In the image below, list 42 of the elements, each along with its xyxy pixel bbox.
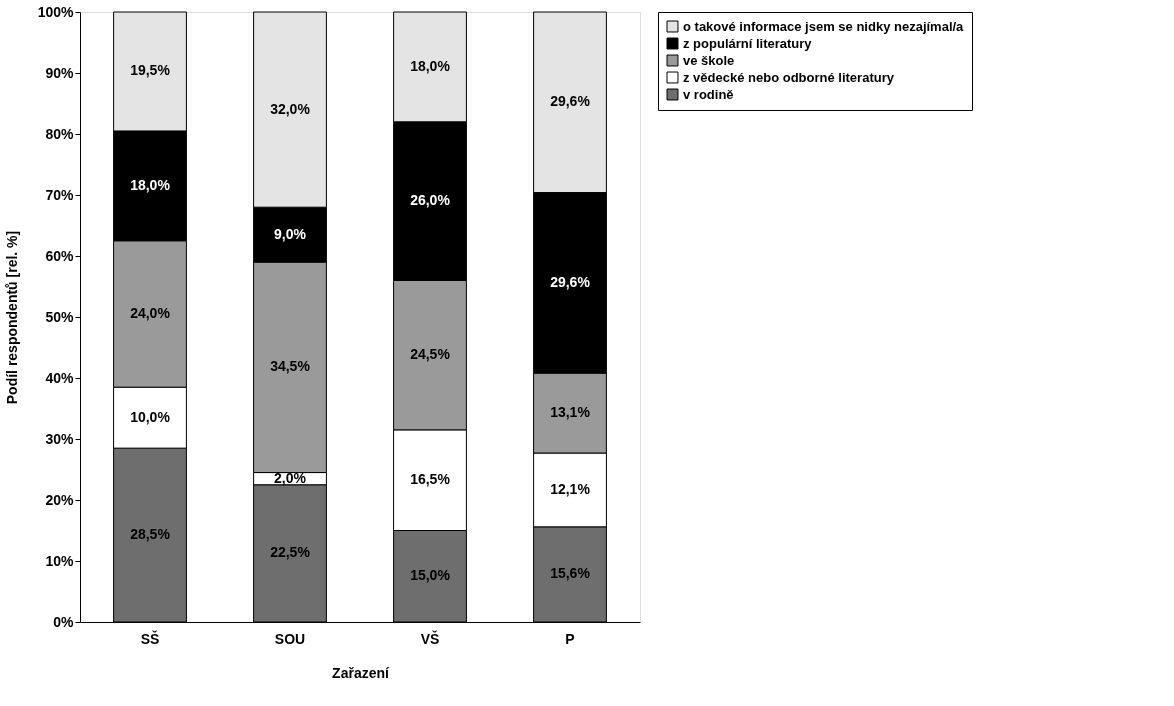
text: 9,0% <box>274 225 306 242</box>
text: 15,6% <box>550 565 590 582</box>
text: 26,0% <box>410 192 450 209</box>
x-axis-title: Zařazení <box>332 664 390 681</box>
text: 24,0% <box>130 304 170 321</box>
text: 29,6% <box>550 93 590 110</box>
y-tick-label: 70% <box>45 186 75 203</box>
legend-label: z populární literatury <box>683 35 813 51</box>
y-tick-label: 10% <box>45 552 75 569</box>
x-tick-label: SŠ <box>140 629 160 647</box>
legend-label: ve škole <box>683 52 735 68</box>
x-tick-label: VŠ <box>420 629 440 647</box>
y-tick-label: 60% <box>45 247 75 264</box>
text: 16,5% <box>410 471 450 488</box>
y-tick-label: 20% <box>45 491 75 508</box>
legend-label: v rodině <box>683 86 734 102</box>
text: 12,1% <box>550 480 590 497</box>
legend-label: o takové informace jsem se nidky nezajímal/a <box>683 18 965 34</box>
y-tick-label: 0% <box>53 613 75 630</box>
text: 28,5% <box>130 526 170 543</box>
y-axis-title: Podíl respondentů [rel. %] <box>3 230 20 405</box>
y-tick-label: 100% <box>37 3 75 20</box>
y-tick-label: 30% <box>45 430 75 447</box>
legend-label: z vědecké nebo odborné literatury <box>683 69 895 85</box>
x-tick-label: P <box>565 630 575 647</box>
text: 18,0% <box>130 176 170 193</box>
text: 10,0% <box>130 408 170 425</box>
text: 22,5% <box>270 544 310 561</box>
text: 15,0% <box>410 567 450 584</box>
text: 32,0% <box>270 100 310 117</box>
text: 24,5% <box>410 346 450 363</box>
text: 34,5% <box>270 358 310 375</box>
text: 29,6% <box>550 273 590 290</box>
x-tick-label: SOU <box>274 630 306 647</box>
y-tick-label: 90% <box>45 64 75 81</box>
y-tick-label: 80% <box>45 125 75 142</box>
y-tick-label: 40% <box>45 369 75 386</box>
y-tick-label: 50% <box>45 308 75 325</box>
text: 2,0% <box>274 469 306 486</box>
text: 19,5% <box>130 62 170 79</box>
text: 18,0% <box>410 57 450 74</box>
text: 13,1% <box>550 404 590 421</box>
